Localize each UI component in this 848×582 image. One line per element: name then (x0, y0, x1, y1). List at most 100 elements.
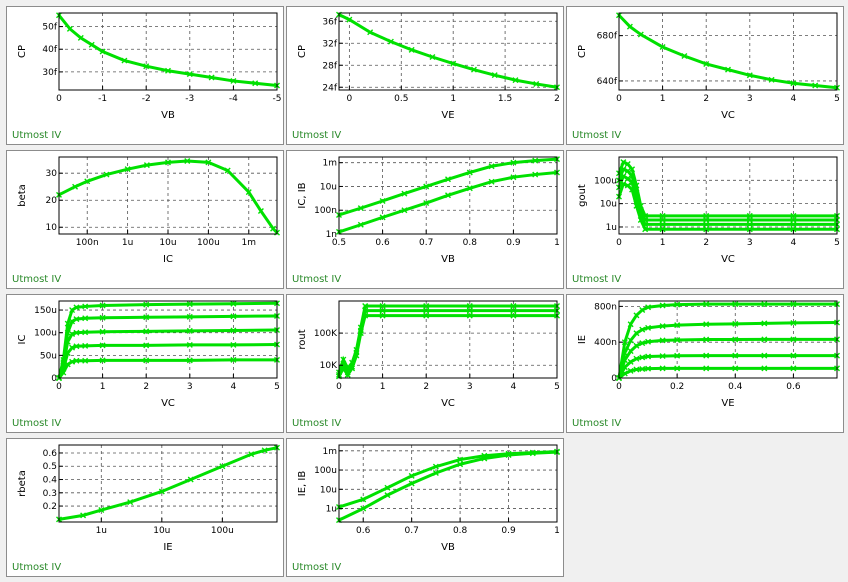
plot-frame (618, 156, 838, 235)
x-tick-label: 2 (703, 94, 709, 104)
data-point (143, 63, 150, 70)
data-point (362, 312, 369, 319)
data-point (746, 226, 753, 233)
x-axis-label: VC (721, 254, 735, 265)
data-point (245, 189, 252, 196)
data-point (488, 163, 495, 170)
x-axis-label: VB (161, 110, 175, 121)
series-line-3 (57, 328, 278, 379)
y-axis-label: CP (297, 45, 308, 58)
data-point (790, 365, 797, 372)
data-point (127, 499, 134, 506)
x-tick-label: 0 (56, 94, 62, 104)
plot-panel-1: 0 -1 -2 -3 -4 -5 30f 40f 50f VB CP Utmost IV (6, 6, 284, 145)
footer-label: Utmost IV (12, 418, 62, 429)
data-point (457, 461, 464, 468)
x-tick-label: 5 (554, 382, 560, 392)
data-point (790, 226, 797, 233)
y-axis-label: CP (577, 45, 588, 58)
x-axis-label: VE (721, 398, 734, 409)
y-tick-label: 10u (600, 200, 617, 210)
data-point (429, 54, 436, 60)
y-tick-label: 32f (322, 39, 337, 49)
x-tick-label: 0.5 (394, 94, 408, 104)
x-tick-label: 2 (143, 382, 149, 392)
data-point (627, 337, 634, 344)
data-point (60, 369, 67, 376)
data-point (470, 66, 477, 73)
y-tick-label: 150u (34, 306, 57, 316)
x-tick-label: 0.8 (453, 526, 468, 536)
y-tick-label: 1u (326, 505, 337, 515)
x-tick-label: 0.7 (405, 526, 419, 536)
data-point (510, 302, 517, 309)
data-point (72, 183, 79, 190)
data-point (732, 320, 739, 327)
data-point (761, 336, 768, 343)
y-tick-label: 50f (42, 23, 57, 33)
x-tick-label: 10u (153, 526, 170, 536)
plot-svg: 1u 10u 100u 0.2 0.3 0.4 0.5 0.6 IE rbeta (17, 444, 280, 553)
data-point (186, 341, 193, 348)
y-tick-label: 1m (323, 447, 338, 457)
x-tick-label: 1 (554, 238, 560, 248)
x-tick-label: 0.6 (375, 238, 390, 248)
data-point (379, 302, 386, 309)
x-axis-label: VB (441, 542, 455, 553)
x-tick-label: 2 (554, 94, 560, 104)
y-tick-label: 10u (320, 485, 337, 495)
y-tick-label: 100u (34, 329, 57, 339)
series-line-2 (338, 450, 558, 522)
data-point (627, 348, 634, 355)
data-point (761, 365, 768, 372)
data-point (252, 80, 259, 87)
data-point (703, 336, 710, 343)
data-point (73, 329, 80, 336)
data-point (73, 316, 80, 323)
data-point (645, 324, 652, 331)
x-tick-label: 0 (616, 238, 622, 248)
data-point (620, 159, 627, 166)
data-point (639, 366, 646, 373)
data-point (423, 183, 430, 190)
data-point (387, 38, 394, 45)
data-point (659, 226, 666, 233)
data-point (69, 307, 76, 314)
data-point (408, 472, 415, 479)
data-point (624, 168, 631, 175)
data-point (143, 328, 150, 335)
data-point (466, 312, 473, 319)
data-point (357, 330, 364, 337)
data-point (732, 336, 739, 343)
y-tick-label: 36f (322, 17, 337, 27)
series-line-2 (617, 167, 837, 222)
data-point (703, 60, 710, 67)
y-tick-label: 100n (314, 206, 337, 216)
data-point (629, 186, 636, 193)
data-point (367, 29, 374, 36)
data-point (633, 342, 640, 349)
data-point (205, 159, 212, 166)
y-tick-label: 0.3 (43, 489, 57, 499)
data-point (790, 221, 797, 228)
data-point (186, 357, 193, 364)
x-tick-label: 0 (616, 94, 622, 104)
plot-frame (618, 300, 838, 379)
plot-svg: 0.6 0.7 0.8 0.9 1 1u 10u 100u 1m VB IE, IB (297, 444, 560, 553)
data-point (82, 329, 89, 336)
x-tick-label: 0.7 (419, 238, 433, 248)
data-point (488, 178, 495, 185)
y-tick-label: 40f (42, 45, 57, 55)
series-line-4 (617, 182, 837, 231)
data-point (624, 175, 631, 182)
data-point (224, 167, 231, 174)
data-point (627, 367, 634, 374)
y-tick-label: 1m (323, 159, 338, 169)
y-tick-label: 400n (594, 338, 617, 348)
data-point (633, 366, 640, 373)
data-point (99, 342, 106, 349)
y-tick-label: 28f (322, 61, 337, 71)
data-point (512, 77, 519, 84)
data-point (620, 173, 627, 180)
series-line-1 (58, 446, 278, 521)
